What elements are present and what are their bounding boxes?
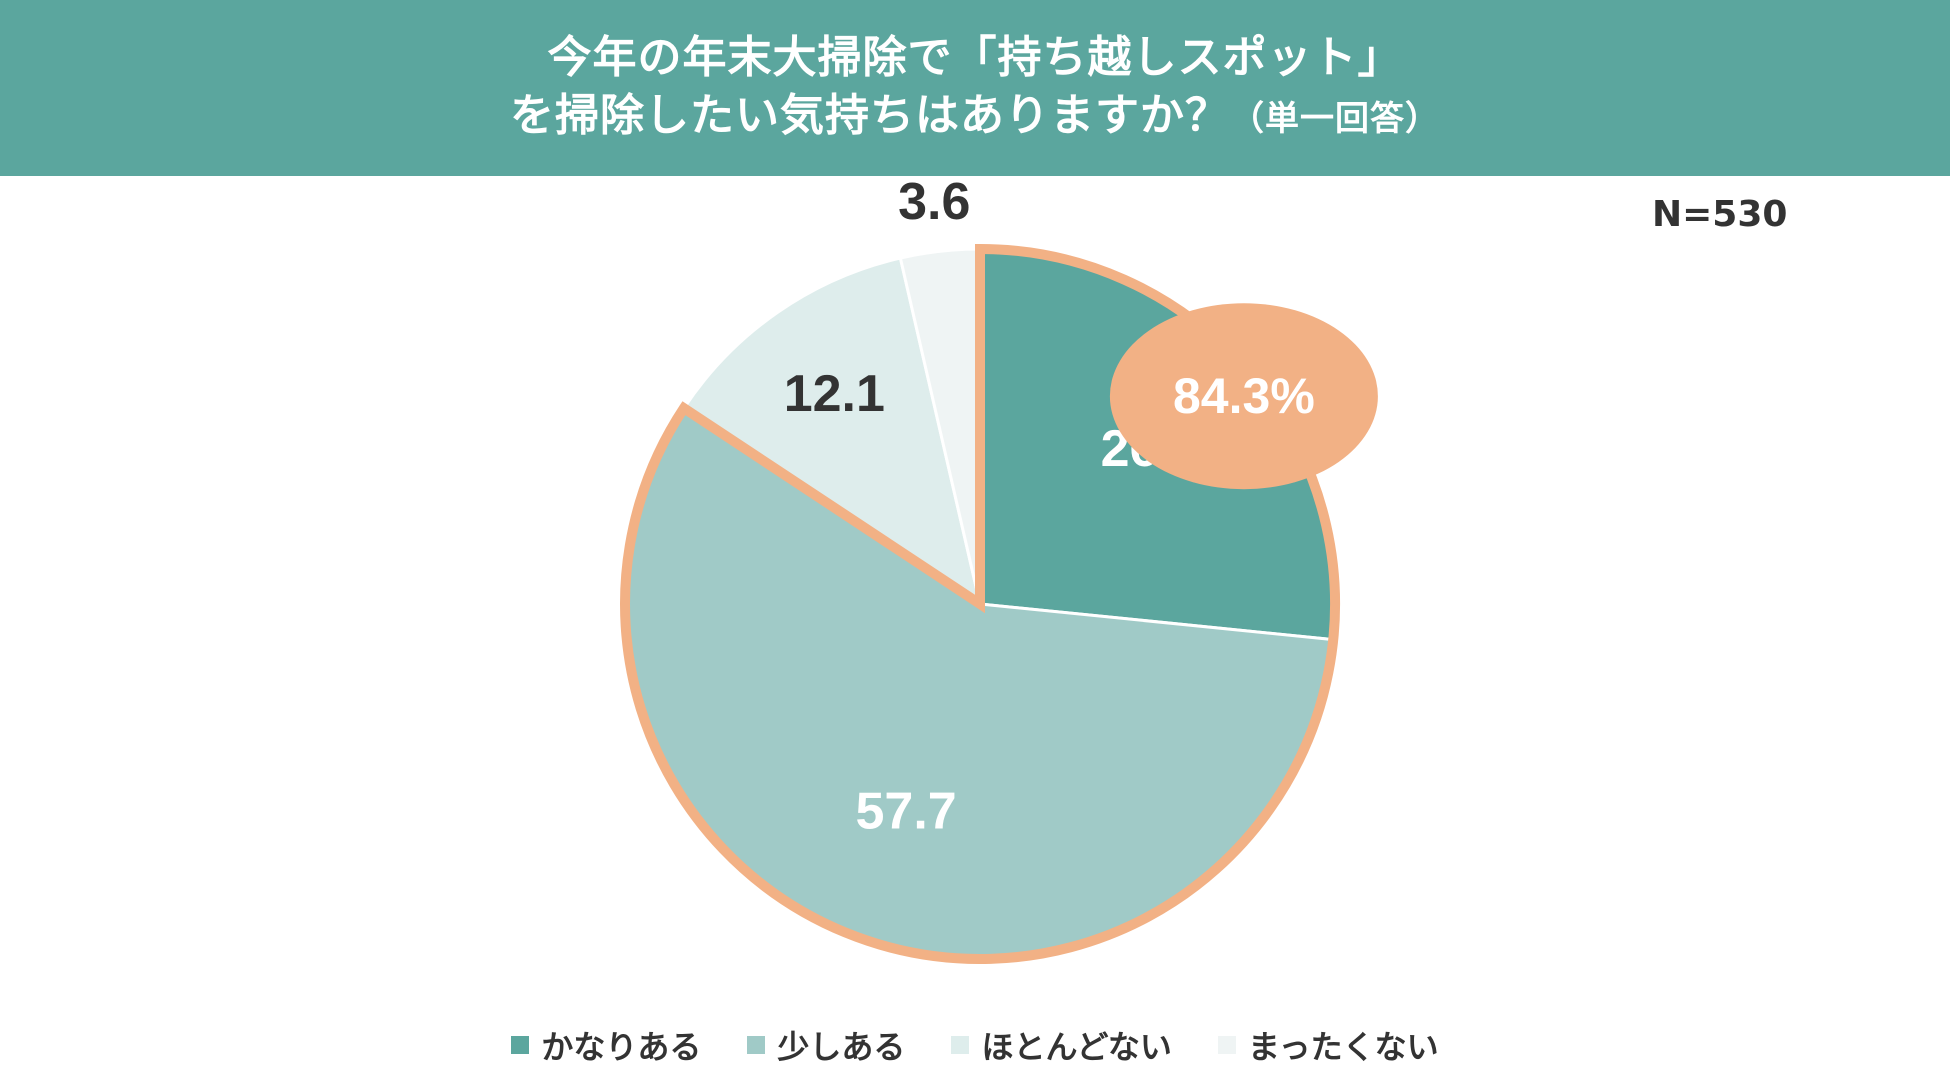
legend-label: かなりある — [541, 1028, 702, 1066]
legend-swatch — [951, 1036, 970, 1054]
highlight-callout — [1109, 303, 1378, 490]
chart-legend: かなりある 少しある ほとんどない まったくない — [0, 1022, 1950, 1068]
sample-size-label: N=530 — [1652, 194, 1788, 235]
legend-swatch — [1217, 1036, 1236, 1054]
legend-swatch — [747, 1036, 766, 1054]
legend-item-mattaku-nai: まったくない — [1217, 1022, 1439, 1068]
data-label-mattaku-nai: 3.6 — [898, 176, 970, 231]
legend-label: 少しある — [777, 1028, 906, 1066]
legend-swatch — [511, 1036, 530, 1054]
data-label-hotondo-nai: 12.1 — [784, 365, 885, 423]
legend-item-sukoshi-aru: 少しある — [747, 1022, 905, 1068]
legend-label: ほとんどない — [981, 1028, 1172, 1066]
pie-slice-hotondo-nai — [681, 256, 983, 608]
pie-chart: 26.657.712.13.684.3% — [620, 176, 1378, 964]
legend-item-kanari-aru: かなりある — [511, 1022, 701, 1068]
data-label-sukoshi-aru: 57.7 — [855, 782, 956, 840]
highlight-callout-label: 84.3% — [1173, 368, 1315, 424]
chart-title-note: （単一回答） — [1230, 98, 1440, 139]
chart-header: 今年の年末大掃除で「持ち越しスポット」 を掃除したい気持ちはありますか？（単一回… — [0, 0, 1950, 176]
legend-item-hotondo-nai: ほとんどない — [951, 1022, 1172, 1068]
legend-label: まったくない — [1247, 1028, 1439, 1066]
chart-title-line2: を掃除したい気持ちはありますか？（単一回答） — [510, 87, 1440, 148]
chart-title-line1: 今年の年末大掃除で「持ち越しスポット」 — [547, 31, 1403, 83]
chart-title-line2-main: を掃除したい気持ちはありますか？ — [510, 89, 1230, 141]
